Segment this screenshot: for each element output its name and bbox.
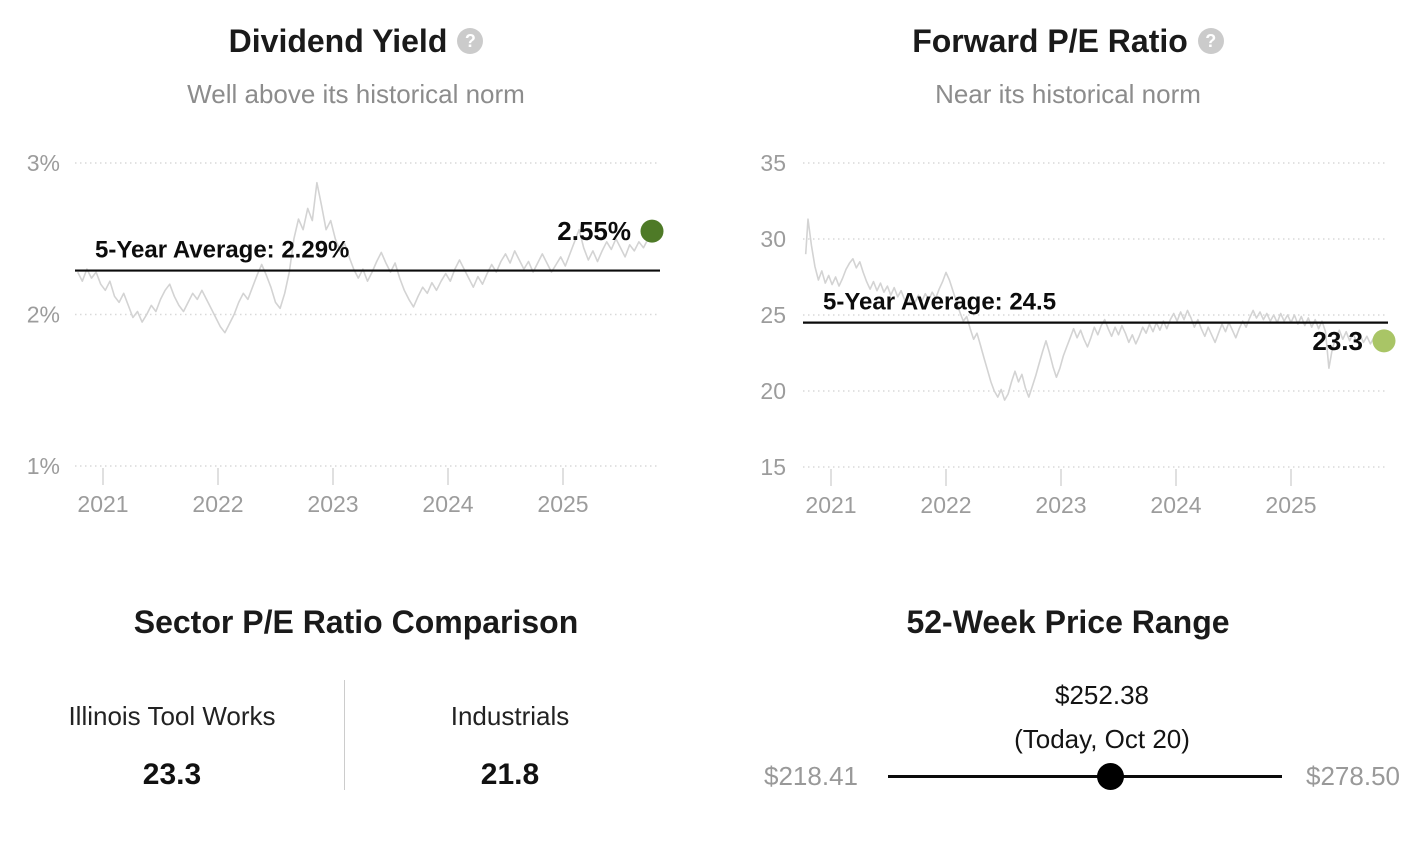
help-icon[interactable]: ? — [1197, 28, 1224, 54]
comparison-cell-stock: Illinois Tool Works 23.3 — [0, 680, 344, 810]
x-tick-label: 2021 — [77, 491, 128, 517]
x-tick-label: 2022 — [192, 491, 243, 517]
vertical-divider — [344, 680, 345, 790]
current-price-dot — [1097, 763, 1125, 790]
sector-name-label: Industrials — [450, 701, 570, 731]
range-low-label: $218.41 — [764, 761, 858, 791]
y-tick-label: 1% — [27, 453, 60, 479]
y-tick-label: 25 — [760, 302, 786, 328]
y-tick-label: 3% — [27, 150, 60, 176]
price-range-title: 52-Week Price Range — [906, 604, 1230, 640]
forward-pe-title: Forward P/E Ratio — [912, 23, 1188, 59]
sector-pe-value: 21.8 — [480, 758, 540, 791]
dividend-yield-title: Dividend Yield — [228, 23, 448, 59]
x-tick-label: 2024 — [1150, 492, 1201, 518]
dividend-yield-chart: 3% 2% 1% 2021 2022 2023 2024 2025 5-Year Average… — [27, 150, 664, 517]
question-mark-glyph: ? — [464, 31, 476, 51]
x-tick-label: 2023 — [1035, 492, 1086, 518]
help-icon[interactable]: ? — [457, 28, 484, 54]
x-tick-label: 2025 — [1265, 492, 1316, 518]
panel-52-week-range: 52-Week Price Range $252.38 (Today, Oct … — [712, 560, 1424, 846]
price-range-track — [888, 775, 1282, 778]
price-series-line — [76, 181, 654, 334]
stock-name-label: Illinois Tool Works — [68, 701, 276, 731]
forward-pe-subtitle: Near its historical norm — [935, 79, 1201, 109]
x-tick-label: 2024 — [422, 491, 473, 517]
stock-pe-value: 23.3 — [142, 758, 202, 791]
dividend-yield-header: Dividend Yield ? — [0, 19, 712, 63]
question-mark-glyph: ? — [1205, 31, 1217, 51]
current-price-date: (Today, Oct 20) — [1014, 724, 1190, 754]
current-value-dot — [1372, 329, 1396, 353]
panel-sector-pe-comparison: Sector P/E Ratio Comparison Illinois Too… — [0, 560, 712, 846]
range-high-label: $278.50 — [1306, 761, 1400, 791]
current-price-label: $252.38 — [1055, 680, 1149, 710]
x-tick-label: 2022 — [920, 492, 971, 518]
x-tick-label: 2021 — [805, 492, 856, 518]
current-value-label: 2.55% — [557, 216, 631, 246]
current-value-dot — [640, 219, 664, 243]
dividend-yield-subtitle: Well above its historical norm — [187, 79, 525, 109]
y-tick-label: 20 — [760, 378, 786, 404]
forward-pe-chart: 35 30 25 20 15 2021 2022 2023 2024 2025 5-Year Ave… — [760, 150, 1396, 518]
y-tick-label: 35 — [760, 150, 786, 176]
y-tick-label: 30 — [760, 226, 786, 252]
sector-comparison-title: Sector P/E Ratio Comparison — [133, 604, 579, 640]
y-tick-label: 15 — [760, 454, 786, 480]
x-tick-label: 2025 — [537, 491, 588, 517]
current-value-label: 23.3 — [1312, 326, 1363, 356]
average-label: 5-Year Average: 2.29% — [95, 237, 349, 264]
panel-dividend-yield: Dividend Yield ? Well above its historic… — [0, 0, 712, 560]
x-tick-label: 2023 — [307, 491, 358, 517]
comparison-cell-sector: Industrials 21.8 — [344, 680, 676, 810]
panel-forward-pe: Forward P/E Ratio ? Near its historical … — [712, 0, 1424, 560]
y-tick-label: 2% — [27, 302, 60, 328]
price-series-line — [804, 218, 1381, 401]
forward-pe-header: Forward P/E Ratio ? — [712, 19, 1424, 63]
average-label: 5-Year Average: 24.5 — [823, 289, 1056, 316]
